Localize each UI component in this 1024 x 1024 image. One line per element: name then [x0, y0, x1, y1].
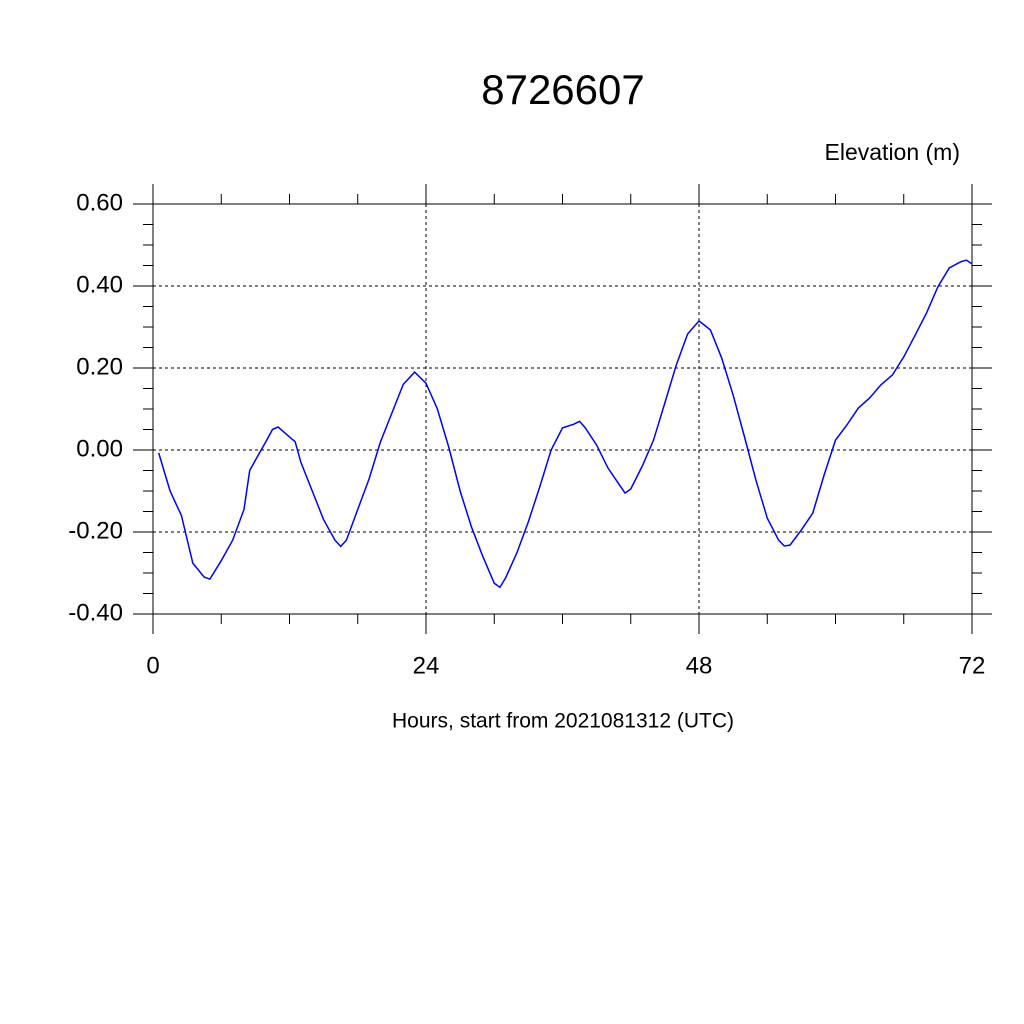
x-tick-label: 24: [413, 652, 440, 679]
x-axis-label: Hours, start from 2021081312 (UTC): [392, 710, 734, 733]
y-tick-label: -0.20: [68, 517, 123, 544]
x-tick-label: 48: [686, 652, 713, 679]
y-tick-label: 0.00: [76, 435, 123, 462]
y-tick-label: -0.40: [68, 599, 123, 626]
data-line: [157, 259, 973, 589]
y-axis-unit: Elevation (m): [825, 139, 960, 165]
x-tick-label: 72: [959, 652, 986, 679]
y-tick-label: 0.60: [76, 189, 123, 216]
chart-title: 8726607: [481, 66, 645, 113]
y-tick-label: 0.40: [76, 271, 123, 298]
x-tick-label: 0: [146, 652, 159, 679]
y-tick-label: 0.20: [76, 353, 123, 380]
